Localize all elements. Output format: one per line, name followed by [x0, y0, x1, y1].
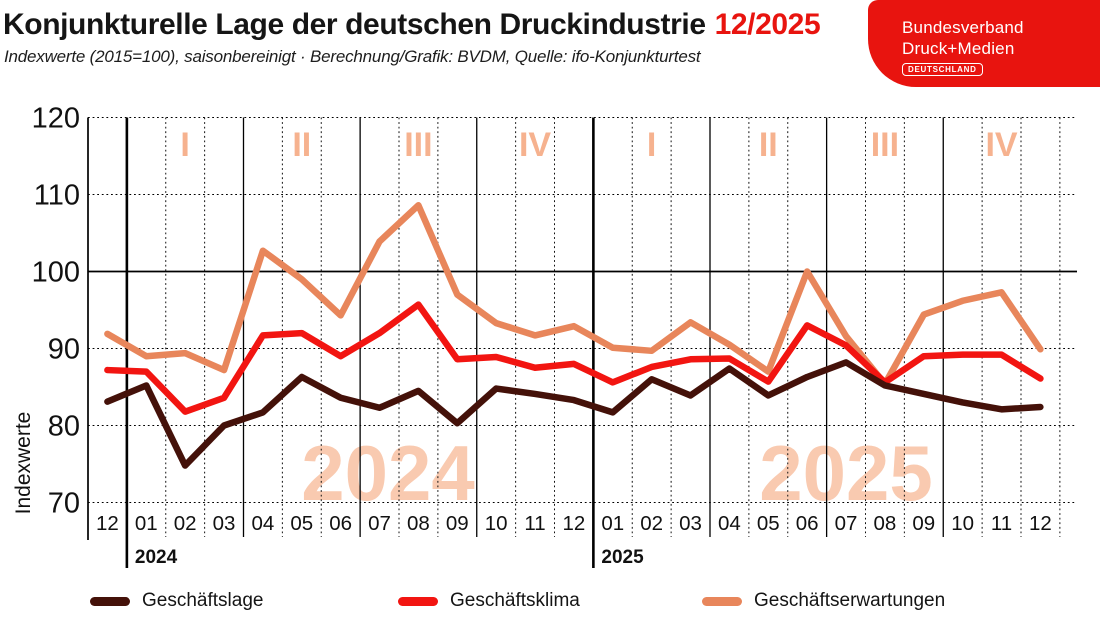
x-tick-label: 10 [485, 512, 508, 535]
x-tick-label: 05 [290, 512, 313, 535]
legend-label: Geschäftslage [142, 590, 264, 611]
x-tick-label: 06 [796, 512, 819, 535]
x-tick-label: 02 [174, 512, 197, 535]
subtitle: Indexwerte (2015=100), saisonbereinigt ·… [4, 47, 701, 66]
logo-bvdm: Bundesverband Druck+Medien DEUTSCHLAND [868, 0, 1100, 87]
quarter-label: II [292, 126, 311, 164]
legend-item-geschaeftsklima: Geschäftsklima [398, 590, 580, 612]
x-tick-label: 02 [640, 512, 663, 535]
title-text: Konjunkturelle Lage der deutschen Drucki… [3, 8, 706, 41]
logo-badge: DEUTSCHLAND [902, 63, 983, 76]
quarter-label: I [647, 126, 656, 164]
x-tick-label: 04 [718, 512, 741, 535]
quarter-label: III [871, 126, 899, 164]
legend-swatch [398, 596, 438, 606]
watermark-year: 2024 [301, 429, 475, 517]
legend-swatch [90, 596, 130, 606]
x-tick-label: 01 [601, 512, 624, 535]
x-tick-label: 03 [679, 512, 702, 535]
legend-label: Geschäftsklima [450, 590, 580, 611]
x-tick-label: 04 [251, 512, 274, 535]
logo-line1: Bundesverband [902, 18, 1024, 37]
x-tick-label: 08 [873, 512, 896, 535]
x-tick-label: 06 [329, 512, 352, 535]
y-tick-label: 70 [48, 488, 80, 520]
watermark-year: 2025 [759, 429, 933, 517]
y-tick-label: 100 [32, 257, 80, 289]
y-tick-label: 110 [34, 180, 80, 212]
header: Konjunkturelle Lage der deutschen Drucki… [3, 8, 863, 67]
series-line-geschaeftslage [104, 359, 1044, 469]
y-tick-label: 90 [48, 334, 80, 366]
x-tick-label: 11 [524, 512, 545, 535]
x-tick-label: 05 [757, 512, 780, 535]
y-tick-label: 80 [48, 411, 80, 443]
x-tick-label: 09 [912, 512, 935, 535]
x-tick-label: 12 [562, 512, 585, 535]
quarter-label: II [759, 126, 778, 164]
x-tick-label: 07 [835, 512, 858, 535]
x-tick-label: 07 [368, 512, 391, 535]
x-tick-label: 12 [96, 512, 119, 535]
legend-item-geschaeftserwartungen: Geschäftserwartungen [702, 590, 945, 612]
x-tick-label: 12 [1029, 512, 1052, 535]
legend-label: Geschäftserwartungen [754, 590, 946, 611]
y-axis-title: Indexwerte [12, 412, 35, 515]
title-period: 12/2025 [714, 8, 821, 41]
legend-swatch [702, 596, 742, 606]
legend-item-geschaeftslage: Geschäftslage [90, 590, 263, 612]
logo-line2: Druck+Medien [902, 39, 1015, 58]
quarter-label: I [180, 126, 189, 164]
y-tick-label: 120 [32, 103, 80, 135]
quarter-label: III [404, 126, 432, 164]
quarter-label: IV [519, 126, 551, 164]
year-label: 2025 [601, 547, 644, 568]
x-tick-label: 10 [951, 512, 974, 535]
x-tick-label: 01 [135, 512, 158, 535]
x-tick-label: 09 [446, 512, 469, 535]
x-tick-label: 08 [407, 512, 430, 535]
x-tick-label: 03 [213, 512, 236, 535]
page-title: Konjunkturelle Lage der deutschen Drucki… [3, 8, 863, 42]
year-label: 2024 [135, 547, 178, 568]
quarter-label: IV [985, 126, 1017, 164]
x-tick-label: 11 [991, 512, 1012, 535]
